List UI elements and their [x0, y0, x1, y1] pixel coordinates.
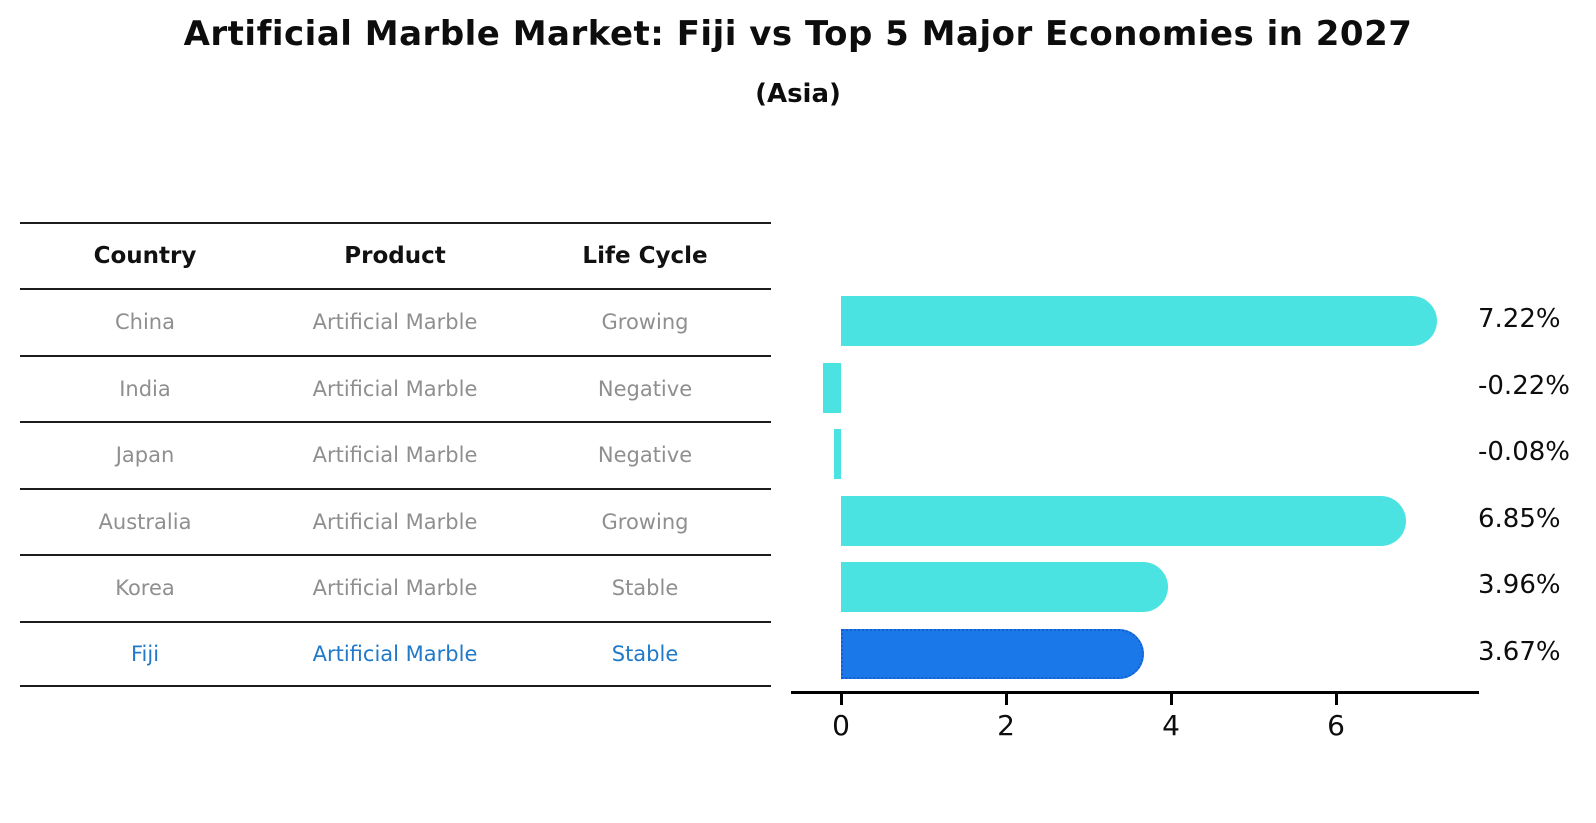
cell-life-cycle: Stable: [611, 576, 679, 601]
bar-japan: [834, 429, 841, 479]
country-table: Country Product Life Cycle China Artifici…: [20, 222, 771, 687]
bar-india: [822, 362, 841, 413]
cell-product: Artificial Marble: [312, 509, 478, 534]
cell-life-cycle: Stable: [611, 641, 679, 666]
value-label-china: 7.22%: [1478, 304, 1561, 334]
value-label-australia: 6.85%: [1478, 503, 1561, 534]
table-header-row: Country Product Life Cycle: [20, 222, 771, 288]
cell-product: Artificial Marble: [312, 576, 478, 601]
cell-life-cycle: Growing: [601, 310, 689, 335]
cell-product: Artificial Marble: [312, 310, 478, 335]
bar-china: [841, 296, 1437, 346]
x-tick-mark-0: [839, 694, 843, 705]
table-row-korea: Korea Artificial Marble Stable: [20, 554, 771, 621]
cell-life-cycle: Growing: [601, 509, 689, 534]
table-header-country: Country: [93, 243, 197, 269]
bar-australia: [841, 495, 1407, 546]
table-row-japan: Japan Artificial Marble Negative: [20, 421, 771, 488]
value-label-korea: 3.96%: [1478, 570, 1561, 600]
value-label-india: -0.22%: [1478, 370, 1570, 401]
value-label-japan: -0.08%: [1478, 437, 1570, 467]
bar-chart: 0 2 4 6: [791, 222, 1479, 742]
chart-title: Artificial Marble Market: Fiji vs Top 5 …: [183, 14, 1413, 54]
cell-country: Korea: [115, 576, 175, 601]
cell-life-cycle: Negative: [597, 376, 693, 401]
cell-country: India: [119, 376, 171, 401]
x-tick-label-6: 6: [1327, 709, 1345, 742]
cell-country: Fiji: [130, 641, 160, 666]
cell-product: Artificial Marble: [312, 376, 478, 401]
table-body: China Artificial Marble Growing India Artifi…: [20, 288, 771, 687]
x-tick-label-0: 0: [832, 709, 850, 742]
chart-subtitle: (Asia): [755, 79, 841, 109]
table-header-product: Product: [344, 243, 446, 269]
x-tick-label-2: 2: [997, 709, 1015, 742]
x-tick-label-4: 4: [1162, 709, 1180, 742]
table-row-fiji: Fiji Artificial Marble Stable: [20, 620, 771, 687]
value-label-fiji: 3.67%: [1478, 636, 1561, 667]
cell-country: Australia: [98, 509, 192, 534]
table-row-india: India Artificial Marble Negative: [20, 354, 771, 422]
cell-product: Artificial Marble: [312, 443, 478, 468]
table-header-life-cycle: Life Cycle: [582, 243, 708, 269]
x-tick-mark-6: [1334, 694, 1338, 705]
cell-product: Artificial Marble: [312, 641, 478, 666]
bar-korea: [841, 562, 1168, 612]
x-tick-mark-4: [1169, 694, 1173, 705]
x-tick-mark-2: [1004, 694, 1008, 705]
table-row-china: China Artificial Marble Growing: [20, 288, 771, 355]
cell-country: China: [115, 310, 175, 335]
x-axis-line: [791, 691, 1479, 694]
cell-life-cycle: Negative: [597, 443, 693, 468]
cell-country: Japan: [115, 443, 175, 468]
table-row-australia: Australia Artificial Marble Growing: [20, 487, 771, 555]
bar-fiji: [841, 628, 1144, 679]
